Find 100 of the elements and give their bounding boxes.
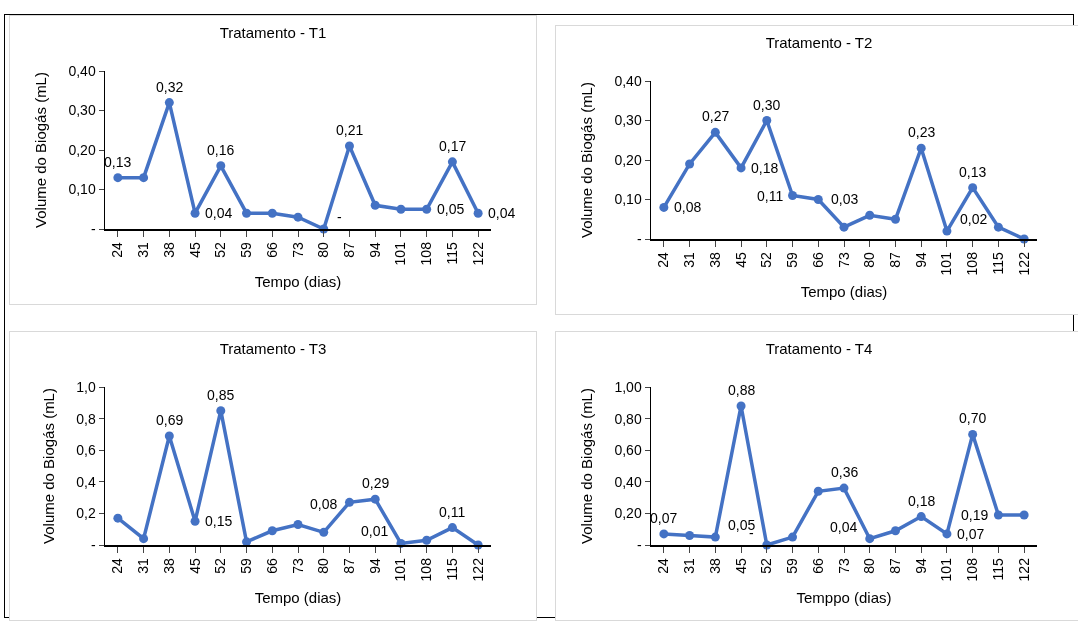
data-label: 0,69: [156, 412, 184, 428]
y-tick-label: -: [91, 220, 97, 237]
x-tick-label: 52: [758, 251, 775, 268]
x-tick-label: 24: [655, 557, 672, 574]
data-label: 0,88: [728, 382, 756, 398]
x-tick-label: 66: [809, 557, 826, 574]
point: [839, 222, 849, 232]
point: [293, 212, 303, 222]
x-axis-title: Tempo (dias): [800, 283, 888, 301]
data-label: 0,15: [205, 513, 233, 529]
point: [736, 163, 746, 173]
x-tick-label: 87: [341, 557, 358, 574]
y-axis-title: Volume do Biogás (mL): [39, 388, 57, 544]
y-axis-title: Volume do Biogás (mL): [577, 388, 595, 544]
x-tick-label: 87: [341, 241, 358, 258]
y-tick-label: 0,10: [614, 191, 642, 208]
point: [890, 526, 900, 536]
point: [736, 401, 746, 411]
point: [710, 532, 720, 542]
point: [447, 523, 457, 533]
y-tick-label: 0,60: [614, 442, 642, 459]
x-tick-label: 108: [964, 557, 981, 582]
point: [242, 208, 252, 218]
point: [344, 497, 354, 507]
point: [813, 486, 823, 496]
x-tick-label: 38: [706, 557, 723, 574]
point: [344, 141, 354, 151]
y-tick-label: -: [637, 536, 643, 553]
x-tick-label: 38: [160, 241, 177, 258]
x-tick-label: 59: [784, 251, 801, 268]
x-tick-label: 101: [938, 557, 955, 582]
x-tick-label: 80: [861, 251, 878, 268]
point: [762, 116, 772, 125]
x-tick-label: 24: [109, 241, 126, 258]
data-label: 0,18: [751, 160, 779, 176]
x-tick-label: 73: [835, 557, 852, 574]
data-label: 0,16: [207, 142, 235, 158]
y-tick-label: 0,20: [614, 505, 642, 522]
data-label: 0,03: [831, 191, 859, 207]
data-label: 0,04: [205, 205, 233, 221]
y-tick-label: 1,00: [614, 378, 642, 395]
point: [139, 173, 149, 183]
x-tick-label: 101: [938, 251, 955, 276]
y-tick-label: 0,40: [68, 62, 96, 79]
y-axis-title: Volume do Biogás (mL): [31, 72, 49, 228]
point: [659, 202, 669, 212]
x-tick-label: 80: [861, 557, 878, 574]
x-tick-label: 52: [212, 557, 229, 574]
point: [993, 510, 1003, 520]
data-label: 0,08: [310, 496, 338, 512]
y-tick-label: 0,40: [614, 473, 642, 490]
point: [1019, 510, 1029, 520]
x-tick-label: 52: [758, 557, 775, 574]
x-tick-label: 31: [681, 557, 698, 574]
x-tick-label: 122: [469, 241, 486, 266]
x-tick-label: 73: [835, 251, 852, 268]
y-tick-label: 0,2: [76, 505, 96, 522]
data-label: 0,13: [959, 164, 987, 180]
data-label: 0,32: [156, 79, 184, 95]
point: [865, 534, 875, 544]
data-label: 0,17: [439, 138, 467, 154]
data-label: 0,13: [104, 154, 132, 170]
data-label: 0,04: [830, 519, 858, 535]
x-tick-label: 115: [443, 557, 460, 581]
x-tick-label: 52: [212, 241, 229, 258]
y-tick-label: 0,8: [76, 410, 96, 427]
x-tick-label: 45: [732, 251, 749, 268]
x-tick-label: 45: [186, 557, 203, 574]
x-tick-label: 122: [469, 557, 486, 582]
data-label: 0,29: [362, 475, 390, 491]
point: [788, 532, 798, 542]
y-tick-label: -: [637, 230, 643, 247]
x-tick-label: 80: [315, 241, 332, 258]
x-tick-label: 73: [289, 241, 306, 258]
x-tick-label: 108: [418, 557, 435, 582]
point: [447, 157, 457, 167]
x-tick-label: 108: [418, 241, 435, 266]
x-tick-label: 45: [186, 241, 203, 258]
point: [813, 195, 823, 204]
point: [788, 191, 798, 201]
x-tick-label: 24: [655, 251, 672, 268]
chart-title: Tratamento - T4: [765, 340, 873, 358]
y-tick-label: 0,30: [68, 102, 96, 119]
point: [164, 431, 174, 441]
data-label: 0,05: [437, 201, 465, 217]
x-tick-label: 31: [681, 251, 698, 268]
y-tick-label: -: [91, 536, 97, 553]
x-tick-label: 59: [238, 241, 255, 258]
point: [916, 512, 926, 522]
data-label: 0,70: [959, 410, 987, 426]
data-label: 0,08: [674, 199, 702, 215]
data-label: 0,11: [757, 188, 784, 204]
point: [839, 483, 849, 493]
point: [190, 516, 200, 526]
point: [422, 535, 432, 545]
x-tick-label: 115: [443, 241, 460, 265]
point: [942, 529, 952, 539]
x-tick-label: 45: [732, 557, 749, 574]
x-tick-label: 101: [392, 241, 409, 266]
data-label: 0,01: [361, 523, 389, 539]
